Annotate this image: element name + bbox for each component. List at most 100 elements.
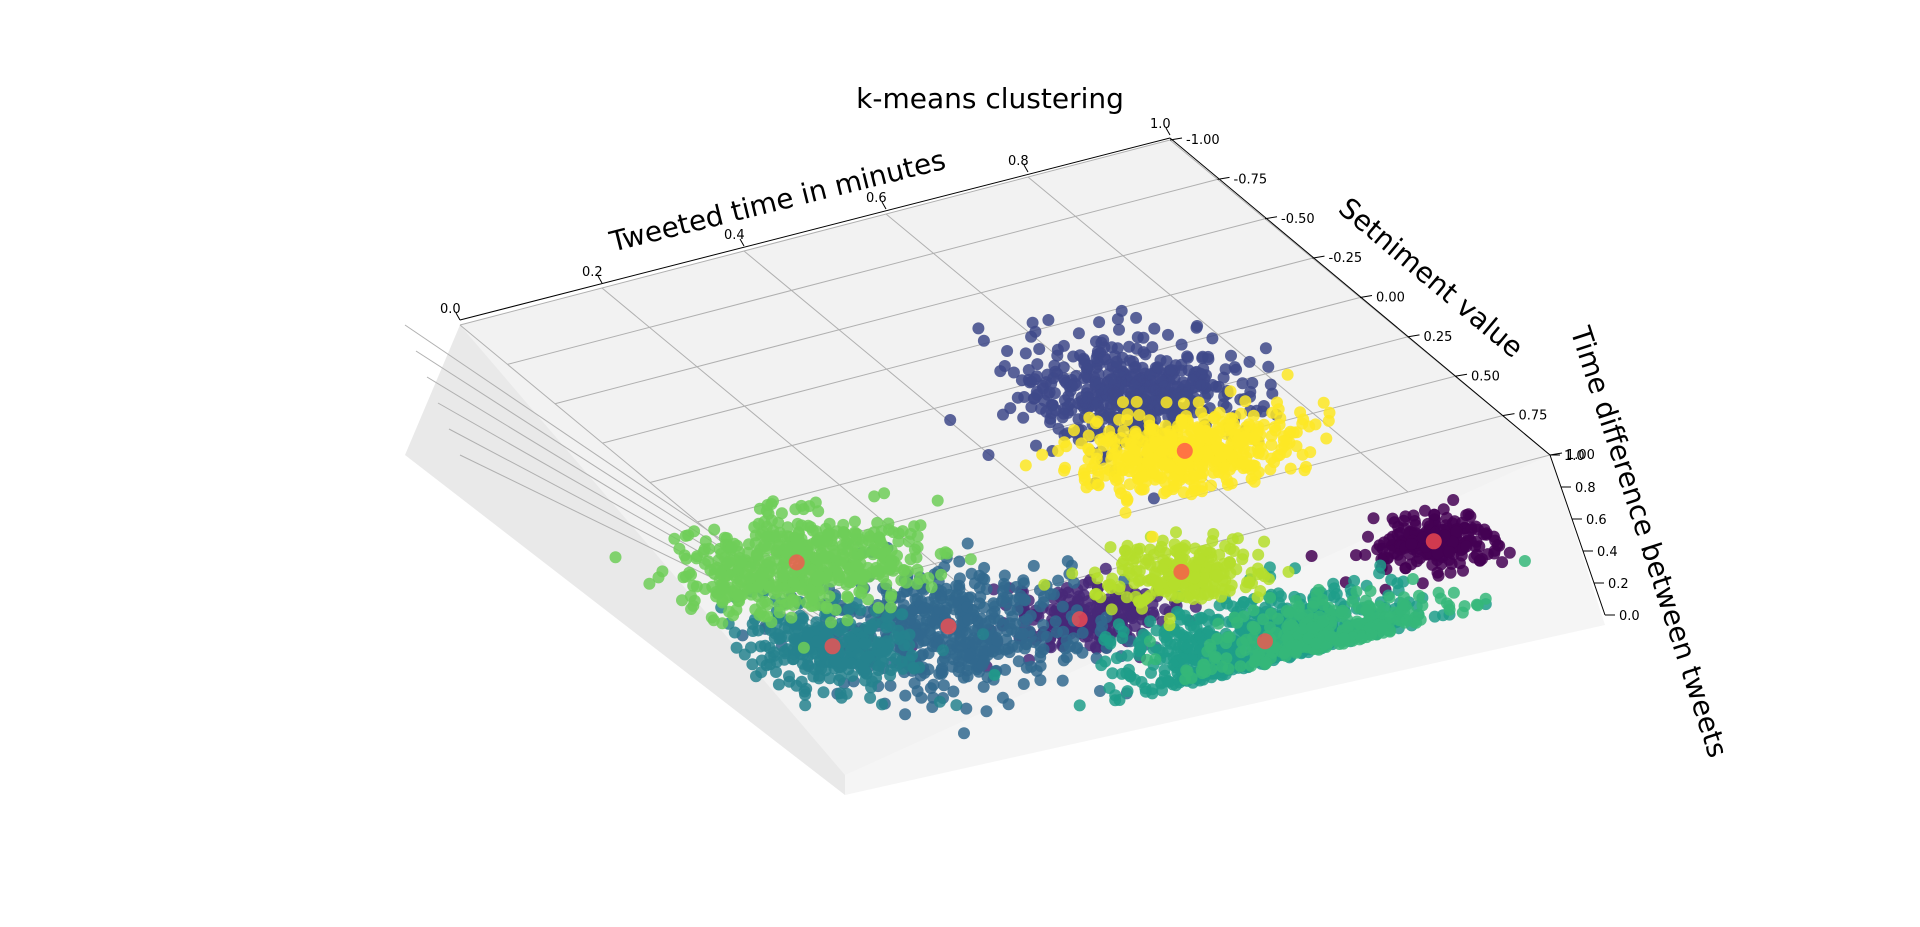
data-point — [1220, 652, 1233, 665]
data-point — [609, 551, 622, 564]
data-point — [1034, 674, 1047, 687]
data-point — [1399, 510, 1412, 523]
data-point — [1251, 591, 1264, 604]
data-point — [716, 617, 729, 630]
y-tick-label: 0.75 — [1519, 409, 1548, 424]
data-point — [1157, 563, 1169, 575]
y-tick-mark — [1264, 216, 1278, 220]
data-point — [1158, 380, 1171, 393]
data-point — [1359, 548, 1372, 561]
data-point — [960, 702, 973, 715]
data-point — [1239, 395, 1252, 408]
data-point — [832, 568, 845, 581]
data-point — [817, 686, 830, 699]
data-point — [1416, 577, 1429, 590]
data-point — [1503, 546, 1516, 559]
x-tick-label: 0.0 — [440, 302, 461, 317]
data-point — [746, 658, 759, 671]
data-point — [1017, 411, 1030, 424]
data-point — [968, 577, 981, 590]
y-tick-label: 0.00 — [1376, 291, 1405, 306]
y-tick-mark — [1454, 373, 1468, 377]
data-point — [717, 578, 729, 591]
data-point — [1233, 428, 1246, 441]
x-axis-line — [459, 137, 1171, 321]
y-tick-label: -0.75 — [1234, 172, 1268, 187]
data-point — [1400, 614, 1413, 626]
data-point — [1133, 409, 1146, 421]
data-point — [1405, 538, 1418, 550]
data-point — [915, 649, 928, 662]
data-point — [1198, 412, 1211, 425]
data-point — [935, 568, 948, 581]
data-point — [1137, 331, 1150, 344]
data-point — [899, 708, 912, 721]
data-point — [1224, 567, 1237, 580]
data-point — [755, 666, 768, 679]
data-point — [1156, 684, 1168, 697]
data-point — [847, 638, 860, 651]
data-point — [898, 585, 911, 598]
data-point — [806, 592, 819, 605]
data-point — [1144, 543, 1157, 556]
data-point — [932, 631, 945, 643]
data-point — [1076, 646, 1089, 659]
data-point — [1190, 450, 1203, 463]
data-point — [1042, 314, 1055, 326]
data-point — [947, 685, 960, 698]
centroid-marker — [940, 618, 957, 635]
data-point — [904, 553, 917, 566]
data-point — [1396, 598, 1409, 611]
data-point — [857, 547, 870, 560]
data-point — [1474, 554, 1486, 567]
data-point — [1105, 603, 1118, 616]
x-tick-label: 0.2 — [582, 265, 603, 280]
data-point — [1078, 372, 1091, 385]
z-tick-label: 0.0 — [1619, 609, 1640, 624]
z-axis-label: Time difference between tweets — [1563, 322, 1734, 762]
data-point — [685, 568, 697, 581]
data-point — [772, 678, 785, 691]
y-tick-label: -1.00 — [1186, 133, 1220, 148]
data-point — [1235, 646, 1248, 659]
data-point — [1373, 600, 1386, 613]
x-tick-label: 0.8 — [1008, 154, 1029, 169]
data-point — [1447, 586, 1460, 599]
data-point — [1133, 596, 1146, 609]
data-point — [1290, 639, 1303, 652]
data-point — [858, 661, 871, 674]
data-point — [837, 528, 849, 541]
data-point — [1202, 350, 1215, 363]
data-point — [1144, 615, 1157, 628]
data-point — [1409, 519, 1422, 531]
data-point — [884, 591, 897, 604]
data-point — [1007, 366, 1020, 379]
data-point — [880, 578, 893, 591]
data-point — [1237, 596, 1250, 609]
data-point — [1432, 569, 1445, 582]
data-point — [1027, 559, 1040, 572]
data-point — [961, 627, 973, 640]
data-point — [799, 699, 812, 712]
data-point — [1421, 517, 1434, 530]
data-point — [904, 527, 917, 540]
data-point — [1251, 442, 1264, 455]
data-point — [1083, 411, 1096, 424]
data-point — [1419, 504, 1431, 517]
data-point — [922, 596, 935, 609]
data-point — [1122, 451, 1135, 463]
data-point — [1094, 685, 1106, 697]
data-point — [892, 535, 905, 548]
x-tick-mark — [1165, 127, 1171, 136]
data-point — [775, 507, 788, 520]
data-point — [1388, 516, 1401, 529]
data-point — [1012, 655, 1025, 668]
data-point — [1209, 651, 1222, 663]
data-point — [841, 590, 854, 603]
data-point — [884, 601, 897, 614]
data-point — [982, 449, 995, 461]
data-point — [1364, 621, 1376, 634]
data-point — [946, 637, 959, 650]
data-point — [1323, 406, 1336, 419]
data-point — [1310, 637, 1323, 650]
